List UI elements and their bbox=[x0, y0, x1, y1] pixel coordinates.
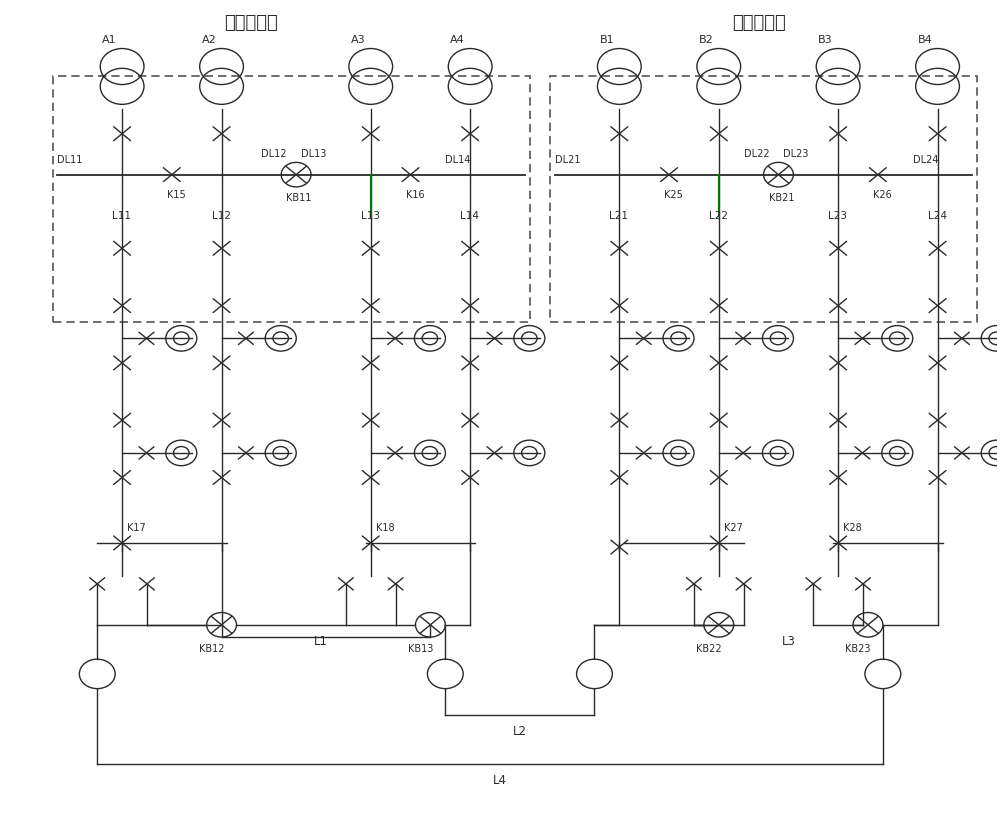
Text: L23: L23 bbox=[828, 211, 847, 221]
Text: A2: A2 bbox=[202, 35, 216, 44]
Text: L13: L13 bbox=[361, 211, 380, 221]
Text: L12: L12 bbox=[212, 211, 231, 221]
Text: L22: L22 bbox=[709, 211, 728, 221]
Text: K25: K25 bbox=[664, 190, 683, 200]
Text: KB21: KB21 bbox=[769, 193, 794, 203]
Text: DL13: DL13 bbox=[301, 149, 326, 159]
Text: L24: L24 bbox=[928, 211, 947, 221]
Text: KB13: KB13 bbox=[408, 644, 433, 654]
Text: B1: B1 bbox=[599, 35, 614, 44]
Text: DL22: DL22 bbox=[744, 149, 769, 159]
Text: DL11: DL11 bbox=[57, 155, 83, 165]
Text: K27: K27 bbox=[724, 523, 743, 533]
Text: L3: L3 bbox=[781, 634, 795, 648]
Text: DL24: DL24 bbox=[913, 155, 938, 165]
Text: L14: L14 bbox=[460, 211, 479, 221]
Text: KB12: KB12 bbox=[199, 644, 224, 654]
Text: L21: L21 bbox=[609, 211, 628, 221]
Text: K28: K28 bbox=[843, 523, 862, 533]
Text: KB11: KB11 bbox=[286, 193, 312, 203]
Text: K16: K16 bbox=[406, 190, 424, 200]
Text: L1: L1 bbox=[314, 634, 328, 648]
Text: KB23: KB23 bbox=[845, 644, 871, 654]
Text: DL14: DL14 bbox=[445, 155, 471, 165]
Text: B4: B4 bbox=[918, 35, 932, 44]
Text: B2: B2 bbox=[699, 35, 714, 44]
Text: DL12: DL12 bbox=[261, 149, 287, 159]
Text: L11: L11 bbox=[112, 211, 131, 221]
Text: A3: A3 bbox=[351, 35, 365, 44]
Text: K18: K18 bbox=[376, 523, 394, 533]
Text: DL23: DL23 bbox=[783, 149, 809, 159]
Text: A4: A4 bbox=[450, 35, 465, 44]
Text: K15: K15 bbox=[167, 190, 186, 200]
Text: A1: A1 bbox=[102, 35, 117, 44]
Text: DL21: DL21 bbox=[555, 155, 580, 165]
Text: K26: K26 bbox=[873, 190, 892, 200]
Text: L4: L4 bbox=[493, 774, 507, 787]
Text: B3: B3 bbox=[818, 35, 833, 44]
Text: 第一变电站: 第一变电站 bbox=[225, 14, 278, 32]
Text: K17: K17 bbox=[127, 523, 146, 533]
Text: L2: L2 bbox=[513, 724, 527, 737]
Text: KB22: KB22 bbox=[696, 644, 722, 654]
Text: 第二变电站: 第二变电站 bbox=[732, 14, 785, 32]
